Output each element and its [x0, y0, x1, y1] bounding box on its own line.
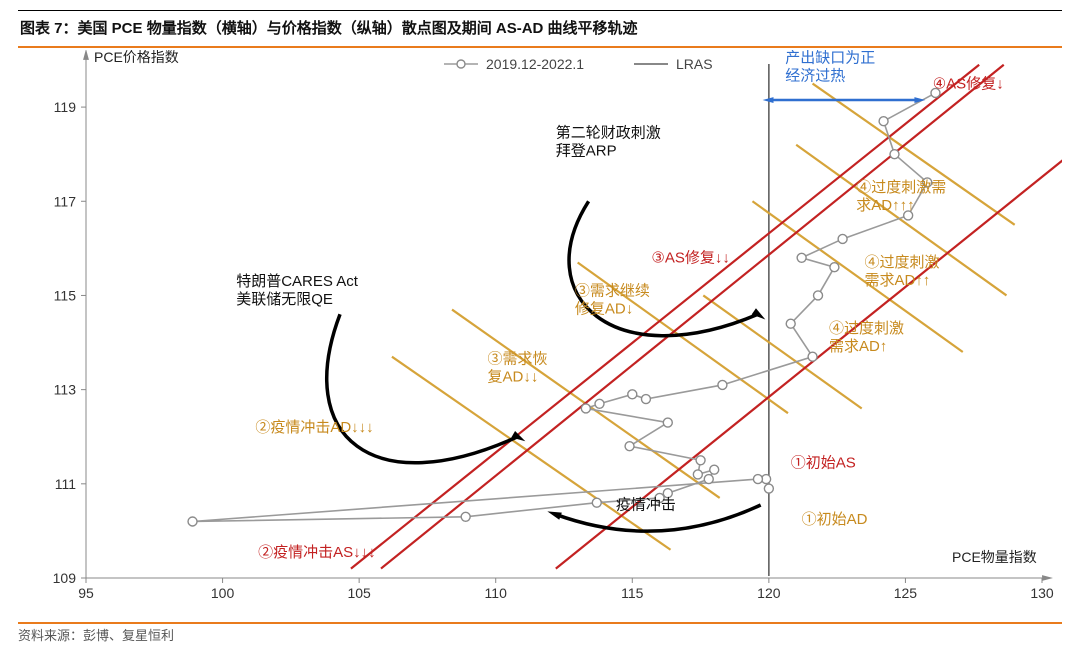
svg-text:115: 115: [54, 287, 77, 303]
annot-as4: ④AS修复↓: [933, 74, 1004, 92]
svg-text:105: 105: [347, 585, 371, 601]
annot-ad4b: ④过度刺激: [864, 254, 939, 271]
chart-title-bar: 图表 7：美国 PCE 物量指数（横轴）与价格指数（纵轴）散点图及期间 AS-A…: [18, 10, 1062, 48]
svg-text:修复AD↓: 修复AD↓: [575, 299, 633, 317]
scatter-chart: 95 100 105 110 115 120 125 130 109 111 113 115 117 11…: [18, 50, 1062, 614]
annot-arp: 第二轮财政刺激: [556, 124, 661, 142]
svg-text:美联储无限QE: 美联储无限QE: [236, 291, 333, 308]
annot-ad1: ①初始AD: [802, 511, 868, 528]
annot-ad4c: ④过度刺激需: [856, 179, 946, 196]
svg-text:110: 110: [485, 585, 508, 601]
svg-text:115: 115: [621, 585, 644, 601]
svg-text:需求AD↑↑: 需求AD↑↑: [864, 272, 930, 289]
y-axis-label: PCE价格指数: [94, 50, 179, 65]
svg-text:95: 95: [78, 585, 94, 601]
svg-text:120: 120: [757, 585, 781, 601]
chart-title: 图表 7：美国 PCE 物量指数（横轴）与价格指数（纵轴）散点图及期间 AS-A…: [18, 11, 1062, 46]
svg-text:求AD↑↑↑: 求AD↑↑↑: [856, 197, 914, 214]
svg-text:119: 119: [54, 99, 77, 115]
annot-as2: ②疫情冲击AS↓↓↓: [258, 544, 376, 561]
annot-as3: ③AS修复↓↓: [651, 248, 729, 266]
svg-text:拜登ARP: 拜登ARP: [556, 143, 617, 160]
bottom-rule: [18, 622, 1062, 624]
svg-text:LRAS: LRAS: [676, 56, 713, 72]
annot-ad3a: ③需求恢: [488, 351, 548, 368]
svg-text:109: 109: [53, 570, 77, 586]
annot-gap: 产出缺口为正: [785, 50, 875, 66]
svg-text:需求AD↑: 需求AD↑: [829, 338, 887, 355]
svg-text:经济过热: 经济过热: [785, 67, 845, 84]
annot-shock: 疫情冲击: [616, 497, 676, 514]
svg-text:113: 113: [54, 382, 77, 398]
source-text: 资料来源：彭博、复星恒利: [18, 625, 174, 644]
svg-text:复AD↓↓: 复AD↓↓: [488, 368, 539, 386]
annot-ad2: ②疫情冲击AD↓↓↓: [255, 419, 373, 436]
annot-ad3b: ③需求继续: [575, 282, 650, 299]
svg-text:117: 117: [54, 193, 77, 209]
annot-ad4a: ④过度刺激: [829, 320, 904, 337]
svg-text:100: 100: [211, 585, 235, 601]
annot-as1: ①初始AS: [791, 454, 856, 471]
svg-text:125: 125: [894, 585, 918, 601]
svg-text:130: 130: [1030, 585, 1054, 601]
annot-cares: 特朗普CARES Act: [236, 273, 359, 290]
x-axis-label: PCE物量指数: [952, 549, 1037, 565]
svg-text:2019.12-2022.1: 2019.12-2022.1: [486, 56, 584, 72]
svg-text:111: 111: [55, 476, 76, 492]
